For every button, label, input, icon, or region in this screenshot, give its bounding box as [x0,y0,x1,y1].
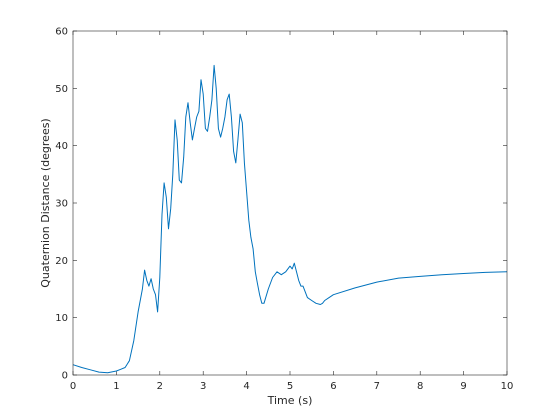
y-tick-label: 30 [55,199,68,210]
x-tick-label: 6 [330,381,336,392]
x-tick-label: 10 [501,381,514,392]
y-axis-ticks: 0 10 20 30 40 50 60 [55,27,507,382]
x-tick-label: 7 [374,381,380,392]
y-axis-label: Quaternion Distance (degrees) [39,118,52,287]
x-tick-label: 2 [157,381,163,392]
x-axis-ticks: 0 1 2 3 4 5 6 7 8 9 10 [70,31,514,392]
y-tick-label: 60 [55,27,68,38]
y-tick-label: 40 [55,141,68,152]
x-tick-label: 1 [113,381,119,392]
x-tick-label: 4 [243,381,249,392]
x-tick-label: 9 [460,381,466,392]
plot-frame [72,30,508,376]
x-axis-label: Time (s) [267,394,313,407]
plot-background [73,31,507,375]
series-line [72,64,508,374]
y-tick-label: 10 [55,313,68,324]
x-tick-label: 0 [70,381,76,392]
y-tick-label: 0 [62,371,68,382]
series-layer [72,64,508,374]
x-tick-label: 8 [417,381,423,392]
x-tick-label: 5 [287,381,293,392]
y-tick-label: 20 [55,256,68,267]
x-tick-label: 3 [200,381,206,392]
y-tick-label: 50 [55,84,68,95]
